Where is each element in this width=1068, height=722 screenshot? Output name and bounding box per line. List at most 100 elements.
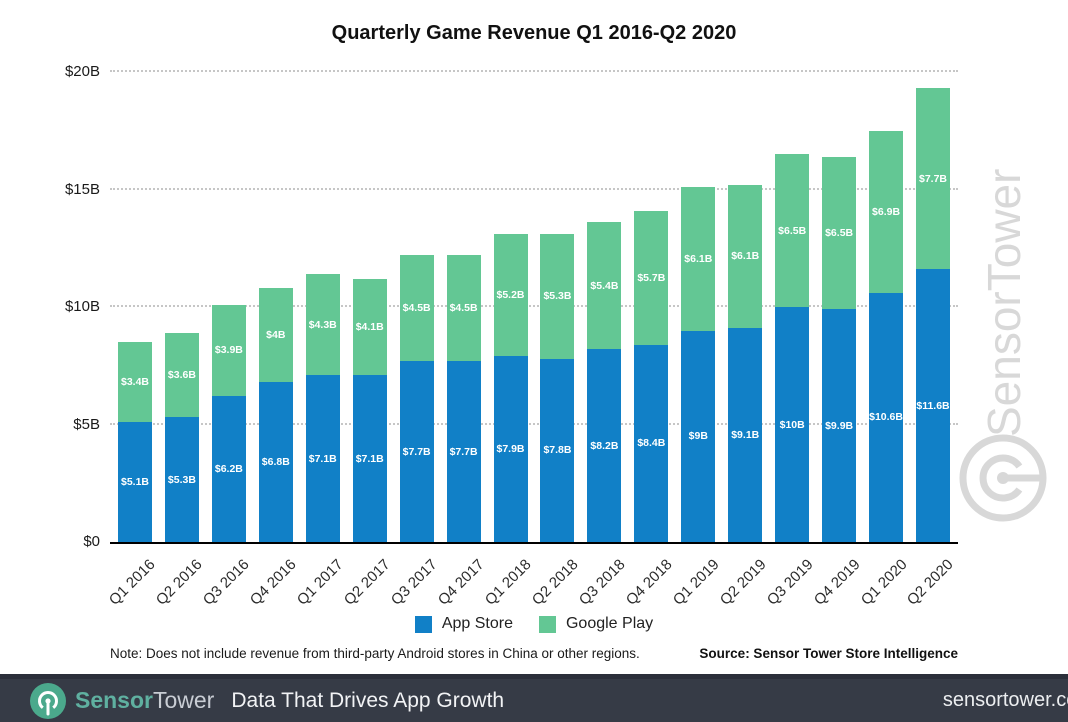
bar-value-label: $6.2B	[214, 463, 243, 476]
bar-value-label: $5.3B	[543, 290, 572, 303]
bar-value-label: $3.9B	[214, 344, 243, 357]
bar-segment-app-store: $7.9B	[493, 356, 528, 542]
bar-value-label: $8.2B	[590, 439, 619, 452]
bar-segment-google-play: $4.1B	[352, 278, 387, 376]
footer-wordmark: SensorTower	[75, 687, 214, 714]
footer-bar: SensorTower Data That Drives App Growth …	[0, 674, 1068, 722]
gridline	[110, 70, 958, 72]
footer-tagline: Data That Drives App Growth	[231, 688, 505, 712]
bar-value-label: $3.6B	[167, 369, 196, 382]
bar-value-label: $5.1B	[120, 476, 150, 489]
bar-segment-google-play: $7.7B	[916, 88, 950, 270]
bar-value-label: $11.6B	[916, 399, 950, 412]
footer-wordmark-sensor: Sensor	[75, 687, 153, 713]
bar-value-label: $6.8B	[261, 456, 290, 469]
legend-label-google-play: Google Play	[565, 615, 654, 632]
bar-q4-2019: $6.5B $9.9B	[822, 156, 857, 542]
bar-q2-2019: $6.1B $9.1B	[728, 184, 763, 542]
watermark-text: SensorTower	[978, 168, 1030, 437]
bar-segment-app-store: $10B	[775, 307, 810, 542]
bar-value-label: $4.5B	[402, 302, 431, 315]
bar-segment-app-store: $10.6B	[869, 292, 904, 542]
bar-value-label: $6.5B	[778, 224, 807, 237]
bar-segment-google-play: $3.4B	[118, 342, 152, 423]
sensor-tower-watermark-icon	[959, 434, 1047, 522]
bar-segment-app-store: $6.2B	[211, 396, 246, 542]
bar-segment-app-store: $5.3B	[164, 417, 199, 542]
bar-segment-app-store: $7.1B	[305, 375, 340, 542]
bar-q4-2017: $4.5B $7.7B	[446, 255, 481, 542]
bar-q2-2016: $3.6B $5.3B	[164, 332, 199, 542]
plot-area: $3.4B $5.1B $3.6B $5.3B $3.9B $6.2B $4B $6.8B $4…	[110, 70, 958, 544]
bar-value-label: $7.7B	[449, 445, 478, 458]
bar-value-label: $4.1B	[355, 320, 384, 333]
bar-q1-2018: $5.2B $7.9B	[493, 234, 528, 542]
legend-item-google-play: Google Play	[538, 615, 654, 633]
legend-item-app-store: App Store	[414, 615, 513, 633]
footer-domain: sensortower.com	[942, 689, 1068, 711]
y-tick-label: $5B	[73, 415, 100, 433]
bar-q1-2019: $6.1B $9B	[681, 187, 716, 542]
bar-value-label: $7.7B	[918, 172, 948, 185]
sensor-tower-logo-icon	[30, 682, 66, 719]
bar-value-label: $6.5B	[825, 226, 854, 239]
bar-segment-google-play: $5.7B	[634, 210, 669, 345]
bar-value-label: $7.1B	[308, 452, 337, 465]
bar-value-label: $9.9B	[825, 419, 854, 432]
bar-segment-google-play: $6.5B	[822, 156, 857, 310]
legend-label-app-store: App Store	[441, 615, 513, 632]
bar-value-label: $3.4B	[120, 376, 150, 389]
bar-segment-google-play: $4B	[258, 288, 293, 383]
bar-value-label: $4.3B	[308, 318, 337, 331]
bar-segment-app-store: $6.8B	[258, 382, 293, 542]
y-axis: $0 $5B $10B $15B $20B	[0, 0, 100, 722]
bar-q3-2018: $5.4B $8.2B	[587, 222, 622, 542]
bar-q2-2020: $7.7B $11.6B	[916, 88, 950, 542]
bar-segment-app-store: $7.7B	[446, 361, 481, 542]
note-text: Note: Does not include revenue from thir…	[110, 646, 640, 661]
legend-swatch-google-play	[538, 615, 556, 633]
bar-segment-app-store: $8.2B	[587, 349, 622, 542]
bar-value-label: $7.7B	[402, 445, 431, 458]
bar-segment-google-play: $6.1B	[728, 184, 763, 329]
bar-segment-app-store: $11.6B	[916, 269, 950, 542]
footnote-row: Note: Does not include revenue from thir…	[110, 646, 958, 661]
bar-segment-google-play: $5.2B	[493, 234, 528, 357]
bar-value-label: $7.8B	[543, 444, 572, 457]
bar-value-label: $5.4B	[590, 279, 619, 292]
x-tick-label: Q2 2020	[805, 556, 957, 609]
bar-segment-google-play: $4.3B	[305, 274, 340, 376]
bar-value-label: $4B	[266, 329, 286, 342]
bar-value-label: $7.1B	[355, 452, 384, 465]
bar-q3-2017: $4.5B $7.7B	[399, 255, 434, 542]
bar-value-label: $5.3B	[167, 473, 196, 486]
bar-q1-2020: $6.9B $10.6B	[869, 130, 904, 542]
bar-q2-2018: $5.3B $7.8B	[540, 234, 575, 542]
y-tick-label: $20B	[64, 63, 100, 80]
bar-value-label: $9B	[688, 430, 708, 443]
gridline	[110, 305, 958, 307]
x-tick-label-text: Q2 2020	[904, 556, 958, 609]
chart-title: Quarterly Game Revenue Q1 2016-Q2 2020	[331, 22, 737, 44]
y-tick-label: $15B	[64, 180, 100, 198]
bar-segment-app-store: $7.1B	[352, 375, 387, 542]
bar-value-label: $6.1B	[684, 252, 713, 265]
bar-value-label: $6.1B	[731, 250, 760, 263]
gridline	[110, 422, 958, 425]
bar-segment-app-store: $7.7B	[399, 361, 434, 542]
bar-segment-app-store: $5.1B	[118, 422, 152, 542]
bar-segment-google-play: $3.6B	[164, 332, 199, 418]
bar-q4-2018: $5.7B $8.4B	[634, 210, 669, 542]
bar-segment-google-play: $4.5B	[399, 255, 434, 362]
bar-q4-2016: $4B $6.8B	[258, 288, 293, 542]
bar-segment-app-store: $9.1B	[728, 328, 763, 542]
y-tick-label: $0	[83, 533, 100, 550]
gridline	[110, 187, 958, 190]
bar-value-label: $10.6B	[869, 411, 903, 424]
bar-segment-google-play: $5.3B	[540, 234, 575, 359]
bar-value-label: $4.5B	[449, 302, 478, 315]
bar-q1-2016: $3.4B $5.1B	[118, 342, 152, 542]
bar-segment-app-store: $7.8B	[540, 358, 575, 542]
bar-q1-2017: $4.3B $7.1B	[305, 274, 340, 542]
